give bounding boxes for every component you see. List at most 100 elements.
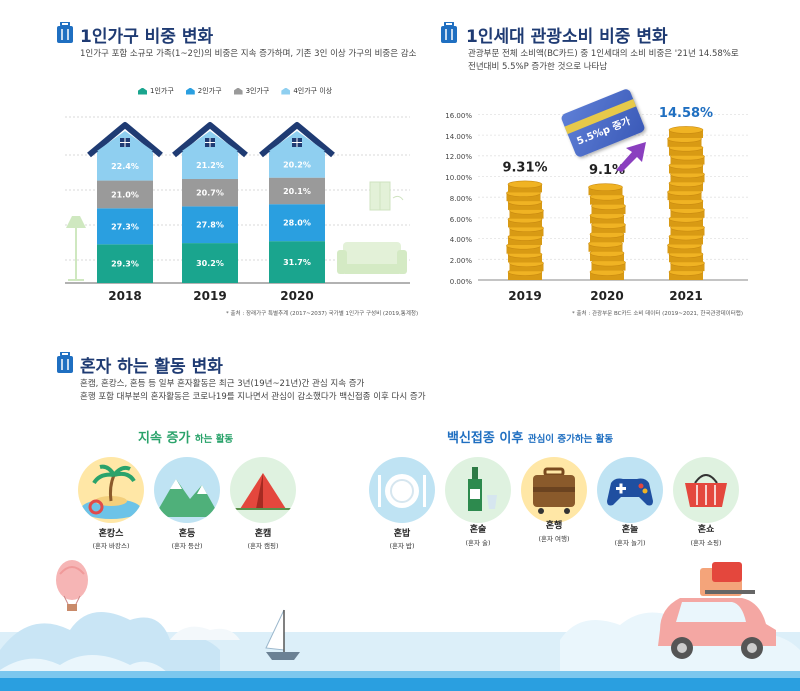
coin xyxy=(591,224,626,233)
coin xyxy=(590,215,624,224)
coin xyxy=(590,196,624,205)
section-subtitle-tourism-1: 관광부문 전체 소비액(BC카드) 중 1인세대의 소비 비중은 '21년 14… xyxy=(468,49,739,59)
coin xyxy=(508,254,542,263)
activity-sub: (혼자 여행) xyxy=(538,535,570,543)
legend-item: 4인가구 이상 xyxy=(281,86,332,96)
house-bar-2018: 29.3% 27.3% 21.0% 22.4% xyxy=(87,122,163,283)
bar-value-label: 20.2% xyxy=(283,160,311,169)
basket-icon xyxy=(673,457,739,523)
bar-segment xyxy=(269,177,325,205)
activity-sub: (혼자 밥) xyxy=(389,542,415,550)
window-icon xyxy=(120,138,130,147)
coin xyxy=(508,219,542,228)
bar-value-label: 27.3% xyxy=(111,222,139,231)
bar-value-label: 29.3% xyxy=(111,260,139,269)
bar-segment xyxy=(182,179,238,207)
coin xyxy=(670,174,705,183)
tourism-year-label: 2021 xyxy=(669,289,703,303)
activity-name: 혼등 xyxy=(178,529,196,539)
section-subtitle-household: 1인가구 포함 소규모 가족(1~2인)의 비중은 지속 증가하며, 기존 3인… xyxy=(80,49,417,59)
bar-segment xyxy=(182,151,238,180)
section-subtitle-activities-2: 혼행 포함 대부분의 혼자활동은 코로나19를 지나면서 관심이 감소했다가 백… xyxy=(80,392,426,402)
coin xyxy=(670,263,705,272)
coin xyxy=(669,236,703,245)
coin xyxy=(508,272,542,280)
luggage-icon xyxy=(56,21,74,48)
tourism-year-label: 2020 xyxy=(590,289,624,303)
y-tick-label: 14.00% xyxy=(445,132,472,141)
coin xyxy=(669,183,703,192)
bar-segment xyxy=(269,241,325,283)
coin xyxy=(506,193,541,202)
coin xyxy=(591,262,626,271)
gamepad-icon xyxy=(597,457,663,523)
activity-sub: (혼자 놀기) xyxy=(614,539,646,547)
bar-segment xyxy=(97,208,153,245)
coin-stack-2021: 14.58% xyxy=(659,106,713,280)
coin-value-label: 9.31% xyxy=(502,161,547,176)
plate-icon xyxy=(369,457,435,523)
coin xyxy=(669,147,703,156)
coin xyxy=(669,165,703,174)
coin-stack-2019: 9.31% xyxy=(502,161,548,280)
sofa-icon xyxy=(337,181,407,274)
household-source: * 출처 : 장래가구 특별추계 (2017~2037) 국가별 1인가구 구성… xyxy=(226,311,419,317)
activity-name: 혼놀 xyxy=(621,525,639,535)
bar-value-label: 31.7% xyxy=(283,258,311,267)
activity-name: 혼밥 xyxy=(393,529,411,539)
activity-name: 혼쇼 xyxy=(697,525,715,535)
coin xyxy=(509,210,544,219)
luggage-icon xyxy=(56,351,74,378)
coin xyxy=(590,272,624,280)
bar-segment xyxy=(97,151,153,181)
tourism-source: * 출처 : 관광부문 BC카드 소비 데이터 (2019~2021, 한국관광… xyxy=(572,311,744,317)
arrow-up-icon xyxy=(616,142,646,172)
household-year-label: 2019 xyxy=(193,289,227,303)
legend-item: 3인가구 xyxy=(233,86,269,96)
legend-item: 1인가구 xyxy=(138,86,174,96)
coin xyxy=(667,245,702,254)
tourism-year-label: 2019 xyxy=(508,289,542,303)
coin xyxy=(669,272,703,280)
bar-segment xyxy=(97,180,153,209)
coin xyxy=(588,187,623,196)
mountain-icon xyxy=(154,457,220,523)
house-roof xyxy=(259,122,335,158)
house-bar-2019: 30.2% 27.8% 20.7% 21.2% xyxy=(172,122,248,283)
legend-item: 2인가구 xyxy=(185,86,222,96)
section-subtitle-tourism-2: 전년대비 5.5%P 증가한 것으로 나타남 xyxy=(468,62,608,72)
coin-top xyxy=(668,126,704,134)
section-title-activities: 혼자 하는 활동 변화 xyxy=(80,357,223,377)
bar-segment xyxy=(182,206,238,244)
floor-lamp-icon xyxy=(66,216,86,281)
coin xyxy=(670,227,705,236)
activity-sub: (혼자 쇼핑) xyxy=(690,539,722,547)
bar-value-label: 30.2% xyxy=(196,259,224,268)
bar-segment xyxy=(97,244,153,283)
coin-value-label: 14.58% xyxy=(659,106,713,121)
activity-sub: (혼자 바캉스) xyxy=(92,542,130,550)
activity-name: 혼행 xyxy=(545,521,563,531)
activity-name: 혼캉스 xyxy=(98,529,124,539)
coin xyxy=(509,263,544,272)
coin xyxy=(508,201,542,210)
coin xyxy=(509,228,544,237)
household-chart: 29.3% 27.3% 21.0% 22.4% 30.2% 27.8% 20.7% 21.2%… xyxy=(87,122,335,283)
coin xyxy=(669,218,703,227)
luggage-icon xyxy=(440,21,458,48)
household-legend: 1인가구 2인가구 3인가구 4인가구 이상 xyxy=(138,86,332,96)
group-heading-vaccine: 백신접종 이후 관심이 증가하는 활동 xyxy=(447,431,614,446)
bar-value-label: 21.0% xyxy=(111,190,139,199)
y-tick-label: 16.00% xyxy=(445,112,472,120)
coin xyxy=(670,156,705,165)
bar-value-label: 20.1% xyxy=(283,187,311,196)
household-year-label: 2020 xyxy=(280,289,314,303)
y-tick-label: 8.00% xyxy=(449,194,472,203)
coin xyxy=(591,206,626,215)
section-subtitle-activities-1: 혼캠, 혼캉스, 혼등 등 일부 혼자활동은 최근 3년(19년~21년)간 관… xyxy=(80,379,365,389)
coin xyxy=(508,184,542,193)
window-icon xyxy=(205,138,215,147)
coin-stack-2020: 9.1% xyxy=(588,163,626,280)
activity-sub: (혼자 등산) xyxy=(171,542,203,550)
bar-value-label: 22.4% xyxy=(111,162,139,171)
